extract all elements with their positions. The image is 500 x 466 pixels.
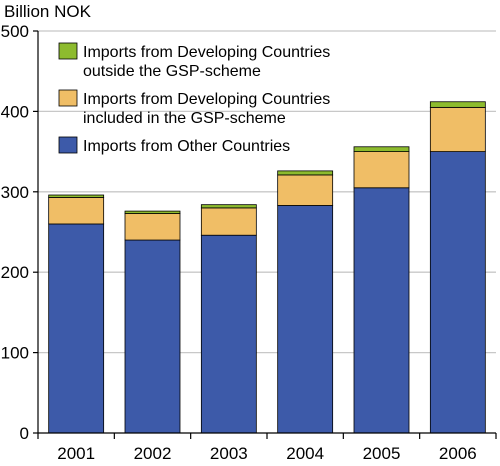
bars [48, 101, 486, 434]
y-tick-labels: 0 100 200 300 400 500 [1, 22, 29, 443]
bar-segment [200, 234, 257, 434]
y-tick-label: 500 [1, 22, 29, 41]
x-tick-label: 2004 [286, 444, 324, 463]
bar-segment [277, 170, 334, 176]
bar-segment [200, 204, 257, 209]
legend-label: Imports from Developing Countries [83, 91, 330, 108]
legend: Imports from Developing Countries outside… [58, 42, 330, 155]
legend-swatch [58, 42, 78, 60]
x-tick-label: 2006 [439, 444, 477, 463]
bar-segment [124, 210, 181, 214]
bar-segment [48, 223, 105, 434]
bar-segment [429, 106, 486, 152]
bar-segment [124, 213, 181, 241]
legend-label: Imports from Other Countries [83, 138, 290, 155]
x-tick-label: 2005 [363, 444, 401, 463]
legend-label: outside the GSP-scheme [83, 63, 261, 80]
y-tick-label: 300 [1, 183, 29, 202]
bar-segment [124, 239, 181, 434]
legend-label: included in the GSP-scheme [83, 110, 286, 127]
bar-segment [353, 187, 410, 434]
legend-label: Imports from Developing Countries [83, 44, 330, 61]
y-axis-unit-label: Billion NOK [4, 2, 92, 21]
axes [33, 30, 497, 439]
x-tick-label: 2002 [134, 444, 172, 463]
bar-segment [277, 174, 334, 206]
x-tick-labels: 2001 2002 2003 2004 2005 2006 [57, 444, 476, 463]
legend-swatch [58, 89, 78, 107]
bar-segment [48, 197, 105, 225]
y-tick-label: 200 [1, 263, 29, 282]
legend-swatch [58, 136, 78, 154]
bar-segment [429, 101, 486, 108]
bar-segment [200, 207, 257, 236]
x-tick-label: 2003 [210, 444, 248, 463]
y-tick-label: 100 [1, 344, 29, 363]
bar-segment [48, 194, 105, 198]
gridlines [38, 30, 496, 354]
bar-segment [429, 151, 486, 434]
bar-segment [277, 205, 334, 434]
bar-segment [353, 151, 410, 189]
bar-segment [353, 146, 410, 153]
y-tick-label: 0 [20, 424, 29, 443]
y-tick-label: 400 [1, 102, 29, 121]
x-tick-label: 2001 [57, 444, 95, 463]
